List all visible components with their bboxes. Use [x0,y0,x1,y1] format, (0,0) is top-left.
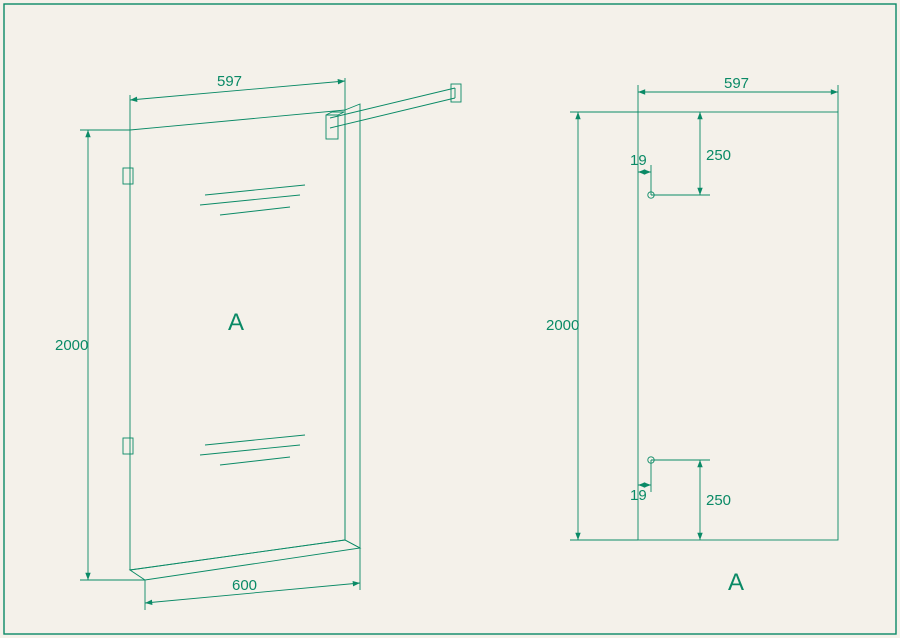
dim-bottom-19-text: 19 [630,487,647,504]
dim-bottom-600-text: 600 [232,577,257,594]
glass-front-face [130,110,345,570]
dim-bottom-600: 600 [145,548,360,610]
dim-top-hole: 250 19 [630,112,731,195]
technical-drawing: A 597 600 2000 [0,0,900,638]
glass-reflection-top [200,185,305,215]
glass-bottom [130,540,360,580]
left-panel-label: A [228,309,244,336]
dim-height-2000-left: 2000 [55,130,145,580]
right-panel-label: A [728,569,744,596]
left-view: A 597 600 2000 [55,73,461,610]
dim-top-19-text: 19 [630,152,647,169]
dim-bottom-hole: 250 19 [630,460,731,540]
dim-right-height-2000-text: 2000 [546,317,579,334]
glass-right-edge [345,104,360,548]
page-border [4,4,896,634]
dim-top-250-text: 250 [706,147,731,164]
dim-right-height-2000: 2000 [546,112,638,540]
glass-reflection-bottom [200,435,305,465]
dim-right-top-597-text: 597 [724,75,749,92]
dim-bottom-250-text: 250 [706,492,731,509]
right-view: A 597 2000 250 19 [546,75,838,596]
dim-right-top-597: 597 [638,75,838,112]
wall-bracket-bottom [123,438,133,454]
dim-top-597: 597 [130,73,345,130]
wall-bracket-top [123,168,133,184]
dim-height-2000-left-text: 2000 [55,337,88,354]
support-bar [326,84,461,139]
right-panel-outline [638,112,838,540]
dim-top-597-text: 597 [217,73,242,90]
